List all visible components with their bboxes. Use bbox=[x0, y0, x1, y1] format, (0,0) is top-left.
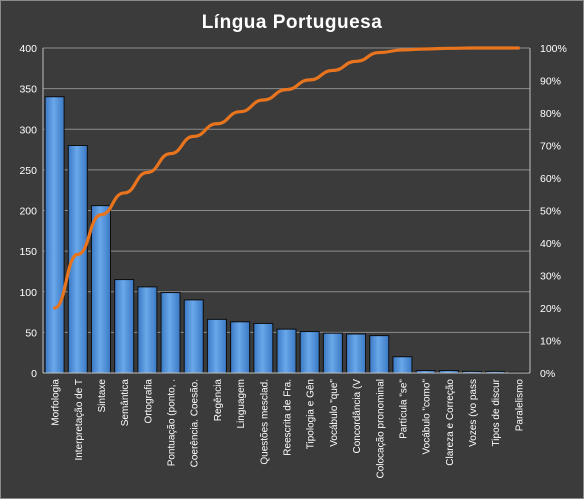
bar bbox=[369, 335, 390, 374]
bar bbox=[183, 299, 204, 374]
category-label: Colocação pronominal bbox=[375, 379, 386, 479]
category-label: Coerência. Coesão. bbox=[190, 379, 201, 467]
category-label: Vocábulo "como" bbox=[422, 379, 433, 455]
left-tick-label: 350 bbox=[19, 84, 37, 96]
category-label: Questões mesclad. bbox=[259, 379, 270, 465]
category-label: Paralelismo bbox=[514, 379, 525, 432]
category-label: Tipologia e Gên bbox=[306, 379, 317, 449]
bar bbox=[276, 328, 297, 374]
right-tick-label: 30% bbox=[540, 271, 561, 283]
left-tick-label: 150 bbox=[19, 246, 37, 258]
category-label: Reescrita de Fra. bbox=[283, 379, 294, 456]
category-labels: Morfologia Interpretação de T Sintaxe Semân… bbox=[51, 378, 526, 478]
right-tick-label: 50% bbox=[540, 206, 561, 218]
category-label: Regência bbox=[213, 379, 224, 422]
left-axis-ticks: 0 50 100 150 200 250 300 350 400 bbox=[19, 43, 37, 380]
bar bbox=[90, 205, 111, 374]
category-label: Interpretação de T bbox=[74, 379, 85, 461]
cumulative-line-series bbox=[52, 46, 521, 310]
left-tick-label: 50 bbox=[25, 327, 37, 339]
right-tick-label: 60% bbox=[540, 173, 561, 185]
category-label: Morfologia bbox=[51, 379, 62, 426]
left-tick-label: 100 bbox=[19, 287, 37, 299]
bar bbox=[230, 321, 251, 374]
bar bbox=[114, 279, 135, 374]
bar bbox=[299, 331, 320, 374]
category-label: Sintaxe bbox=[97, 379, 108, 413]
right-tick-label: 80% bbox=[540, 108, 561, 120]
left-tick-label: 400 bbox=[19, 43, 37, 55]
chart-title: Língua Portuguesa bbox=[202, 12, 383, 33]
category-label: Tipos de discur bbox=[491, 378, 502, 446]
category-label: Linguagem bbox=[236, 379, 247, 428]
category-label: Pontuação (ponto, . bbox=[167, 379, 178, 466]
right-tick-label: 70% bbox=[540, 141, 561, 153]
category-label: Partícula "se" bbox=[398, 379, 409, 439]
category-label: Semântica bbox=[120, 379, 131, 427]
bar bbox=[137, 286, 158, 374]
category-label: Vozes (vo pass bbox=[468, 379, 479, 447]
category-label: Vocábulo "que" bbox=[329, 379, 340, 447]
bar bbox=[44, 96, 65, 374]
bar bbox=[346, 333, 367, 374]
category-label: Clareza e Correção bbox=[445, 379, 456, 466]
bar bbox=[160, 292, 181, 374]
cumulative-percentage-line bbox=[52, 46, 521, 310]
bar bbox=[206, 318, 227, 374]
right-tick-label: 100% bbox=[540, 43, 567, 55]
right-tick-label: 40% bbox=[540, 238, 561, 250]
left-tick-label: 250 bbox=[19, 165, 37, 177]
right-axis-ticks: 0% 10% 20% 30% 40% 50% 60% 70% 80% 90% 100% bbox=[540, 43, 567, 380]
right-tick-label: 20% bbox=[540, 303, 561, 315]
left-tick-label: 300 bbox=[19, 124, 37, 136]
bar-series bbox=[44, 96, 529, 374]
bar bbox=[253, 322, 274, 374]
left-tick-label: 200 bbox=[19, 206, 37, 218]
bar bbox=[322, 332, 343, 374]
category-label: Concordância (V bbox=[352, 379, 363, 454]
right-tick-label: 10% bbox=[540, 336, 561, 348]
right-tick-label: 90% bbox=[540, 76, 561, 88]
right-tick-label: 0% bbox=[540, 368, 555, 380]
left-tick-label: 0 bbox=[31, 368, 37, 380]
bar bbox=[392, 356, 413, 374]
category-label: Ortografia bbox=[143, 379, 154, 424]
